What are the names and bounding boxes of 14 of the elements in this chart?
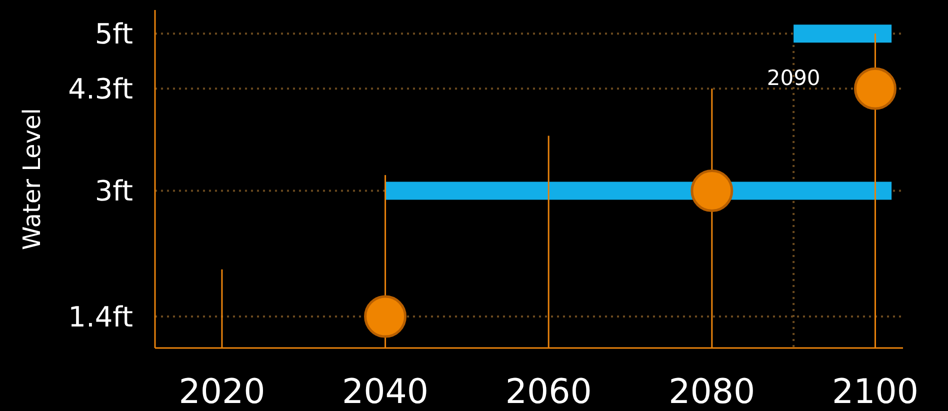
x-tick-label: 2020 — [178, 372, 266, 411]
y-tick-label: 1.4ft — [68, 300, 134, 334]
point — [854, 67, 896, 110]
y-axis-title: Water Level — [18, 108, 46, 250]
x-tick-label: 2060 — [505, 372, 592, 411]
y-tick-label: 4.3ft — [68, 72, 134, 106]
x-tick-label: 2040 — [342, 372, 429, 411]
y-tick-label: 5ft — [94, 17, 134, 50]
x-tick-label: 2100 — [832, 372, 918, 411]
point — [690, 170, 734, 212]
x-tick-label: 2080 — [668, 372, 756, 411]
ref-line-label: 2090 — [766, 66, 820, 90]
y-tick-label: 3ft — [94, 174, 134, 208]
point — [364, 295, 407, 338]
